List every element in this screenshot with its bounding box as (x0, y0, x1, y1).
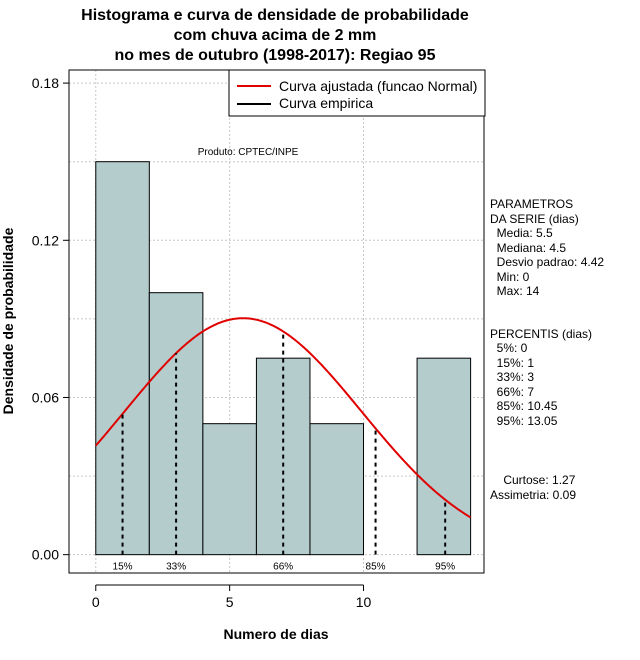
histogram-bar (202, 423, 257, 556)
percentile-layer: 15% 33% 66% 85% 95% (113, 331, 455, 573)
legend-label-fitted: Curva ajustada (funcao Normal) (279, 78, 477, 94)
x-axis-label: Numero de dias (223, 626, 328, 642)
x-tick-label: 5 (226, 594, 234, 610)
histogram-bar (309, 423, 365, 556)
percentis-values: 5%: 0 15%: 1 33%: 3 66%: 7 85%: 10.45 95… (496, 341, 558, 428)
chart-title-line-1: Histograma e curva de densidade de proba… (81, 7, 469, 24)
params-values: Media: 5.5 Mediana: 4.5 Desvio padrao: 4… (496, 226, 605, 298)
percentile-label: 85% (366, 562, 386, 573)
params-title: PARAMETROS DA SERIE (dias) (490, 197, 579, 226)
percentile-label: 33% (166, 562, 186, 573)
y-axis-label: Densidade de probabilidade (0, 227, 16, 414)
y-tick-label: 0.00 (32, 547, 59, 563)
y-tick-label: 0.12 (32, 232, 59, 248)
y-tick-label: 0.06 (32, 389, 59, 405)
y-tick-label: 0.18 (32, 75, 59, 91)
percentile-label: 15% (113, 562, 133, 573)
percentis-title: PERCENTIS (dias) (490, 327, 593, 341)
percentile-label: 95% (435, 562, 455, 573)
stats-values: Curtose: 1.27 Assimetria: 0.09 (490, 473, 577, 502)
legend: Curva ajustada (funcao Normal) Curva emp… (228, 69, 486, 117)
x-tick-label: 0 (92, 594, 100, 610)
fitted-normal-curve (95, 317, 472, 519)
histogram-bar (416, 357, 472, 556)
chart-title-line-2: com chuva acima de 2 mm (173, 27, 377, 44)
percentile-label: 66% (273, 562, 293, 573)
curve-layer (95, 317, 472, 519)
chart-title-line-3: no mes de outubro (1998-2017): Regiao 95 (114, 47, 436, 64)
product-annotation: Produto: CPTEC/INPE (198, 147, 299, 158)
x-tick-label: 10 (356, 594, 372, 610)
legend-label-empirical: Curva empirica (279, 95, 373, 111)
